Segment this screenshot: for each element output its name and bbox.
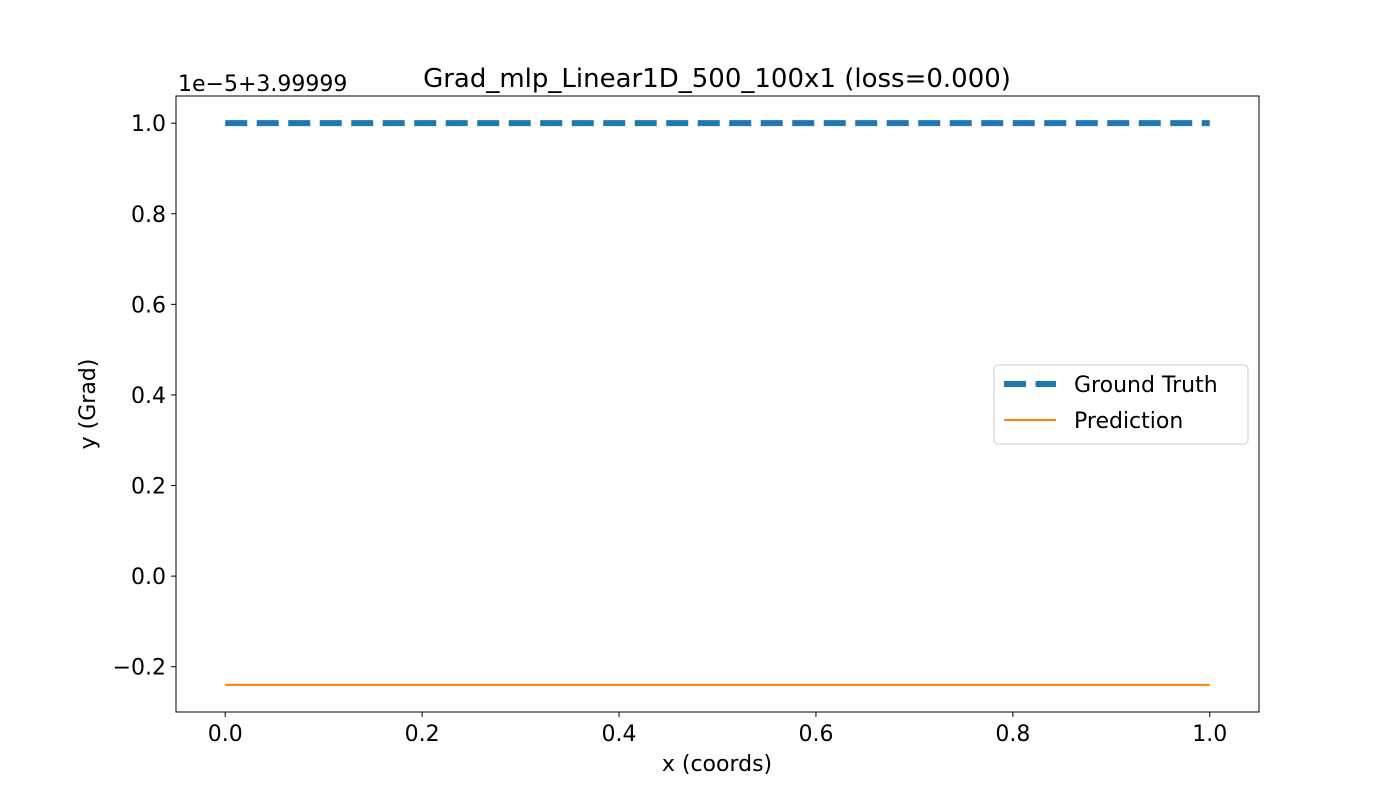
legend-label: Prediction <box>1074 409 1183 434</box>
legend: Ground Truth Prediction <box>993 364 1249 445</box>
x-tick-label: 0.4 <box>602 722 637 747</box>
y-tick-label: 0.4 <box>131 384 166 409</box>
chart-title: Grad_mlp_Linear1D_500_100x1 (loss=0.000) <box>423 64 1011 94</box>
x-tick-label: 0.8 <box>995 722 1030 747</box>
x-tick-label: 1.0 <box>1192 722 1227 747</box>
y-tick-label: 0.2 <box>131 475 166 500</box>
x-axis-label: x (coords) <box>662 752 772 777</box>
y-axis-offset-label: 1e−5+3.99999 <box>178 72 347 97</box>
plot-lines <box>225 120 1210 686</box>
x-tick-label: 0.6 <box>798 722 833 747</box>
x-tick-label: 0.2 <box>405 722 440 747</box>
y-tick-label: 0.6 <box>131 293 166 318</box>
y-tick-label: 0.0 <box>131 565 166 590</box>
x-axis-ticks: 0.0 0.2 0.4 0.6 0.8 1.0 <box>208 712 1227 747</box>
plot-area-frame <box>175 95 1260 713</box>
legend-label: Ground Truth <box>1074 373 1218 398</box>
y-axis-label: y (Grad) <box>76 359 101 450</box>
y-tick-label: 1.0 <box>131 112 166 137</box>
y-tick-label: −0.2 <box>113 656 166 681</box>
y-tick-label: 0.8 <box>131 203 166 228</box>
legend-box <box>993 364 1249 445</box>
y-axis-ticks: −0.2 0.0 0.2 0.4 0.6 0.8 1.0 <box>113 112 176 681</box>
x-tick-label: 0.0 <box>208 722 243 747</box>
